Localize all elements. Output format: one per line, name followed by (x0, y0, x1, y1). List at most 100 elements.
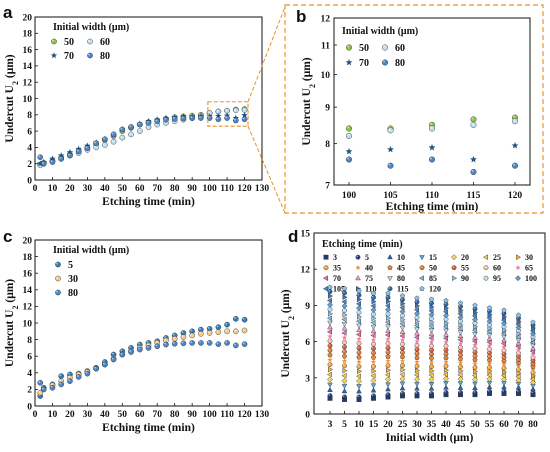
legend-marker-60-highlight (383, 45, 385, 48)
data-point-highlight (328, 307, 331, 310)
data-point-highlight (502, 348, 505, 351)
data-point (110, 351, 117, 358)
data-point-highlight (59, 382, 62, 385)
data-point-highlight (120, 349, 123, 352)
data-point (486, 339, 492, 345)
data-point-highlight (444, 364, 447, 367)
data-point-highlight (216, 109, 219, 112)
data-point-body (171, 340, 178, 347)
y-tick-label: 9 (305, 302, 310, 312)
data-point-body (414, 347, 420, 352)
data-point (515, 384, 522, 390)
series-5 (327, 389, 536, 400)
data-point (414, 391, 420, 396)
data-point-body (385, 349, 391, 355)
data-point (443, 375, 449, 382)
x-tick-label: 120 (237, 184, 252, 194)
data-point-highlight (129, 346, 132, 348)
y-tick-label: 6 (27, 353, 32, 363)
legend-marker-5-highlight (56, 262, 58, 265)
data-point-body (128, 124, 134, 130)
data-point (341, 330, 347, 336)
data-point (428, 308, 434, 314)
data-point-highlight (473, 350, 476, 353)
data-point-highlight (190, 329, 193, 332)
data-point (512, 118, 519, 125)
data-point (487, 365, 492, 370)
data-point (486, 328, 492, 335)
data-point (486, 342, 493, 349)
data-point (399, 385, 406, 391)
data-point-highlight (473, 391, 476, 393)
data-point-body (342, 344, 347, 350)
data-point-body (342, 394, 347, 400)
data-point-body (429, 300, 434, 306)
data-point-body (189, 340, 195, 346)
data-point (327, 356, 333, 363)
data-point (224, 115, 230, 121)
zoom-connector-lines (247, 6, 286, 214)
data-point (371, 346, 376, 351)
data-point-body (400, 297, 405, 303)
series-20 (327, 375, 536, 386)
data-point (37, 379, 44, 386)
zoom-connector-top (247, 6, 286, 102)
data-point-body (67, 152, 73, 159)
x-tick-label: 45 (456, 420, 466, 430)
data-point-highlight (233, 118, 236, 121)
data-point-highlight (103, 143, 105, 145)
data-point-body (206, 340, 213, 346)
data-point-body (37, 379, 44, 386)
data-point (413, 334, 419, 341)
data-point-highlight (487, 347, 490, 350)
y-tick-label: 0 (305, 411, 310, 421)
y-axis-label-text: Undercut U (301, 87, 313, 145)
data-point (215, 112, 222, 119)
data-point-highlight (225, 341, 228, 343)
data-point (215, 341, 222, 347)
data-point (356, 310, 362, 315)
data-point (327, 343, 333, 349)
y-tick-label: 18 (23, 30, 33, 40)
data-point (326, 315, 332, 322)
data-point (415, 367, 421, 374)
data-point (443, 328, 449, 334)
data-point (399, 293, 406, 298)
data-point-body (472, 365, 478, 371)
data-point (386, 367, 392, 373)
x-tick-label: 60 (135, 410, 145, 420)
y-axis-label-subscript: 2 (308, 84, 317, 88)
data-point-body (241, 327, 248, 334)
data-point-body (414, 299, 420, 305)
legend-marker-50 (346, 44, 353, 51)
legend-marker-35 (323, 265, 329, 271)
data-point-highlight (371, 312, 374, 315)
data-point (342, 312, 348, 318)
data-point (40, 160, 47, 167)
data-point (370, 383, 377, 389)
series-40 (327, 356, 536, 372)
data-point (356, 305, 362, 312)
x-tick-label: 115 (467, 191, 481, 201)
data-point-body (40, 160, 47, 167)
series-110 (328, 293, 537, 331)
data-point (414, 359, 420, 365)
data-point (385, 354, 391, 359)
data-point-highlight (199, 331, 201, 334)
data-point (198, 115, 204, 121)
data-point (341, 383, 348, 389)
x-tick-label: 10 (48, 184, 58, 194)
data-point (512, 162, 519, 169)
data-point (428, 296, 435, 302)
data-point-highlight (137, 342, 140, 345)
data-point (171, 340, 178, 347)
legend-marker-30 (55, 275, 61, 282)
series-5 (37, 316, 248, 399)
data-point-highlight (146, 343, 149, 346)
legend-title: Initial width (μm) (53, 22, 129, 33)
data-point-body (385, 295, 391, 300)
data-point (414, 338, 420, 344)
data-point-highlight (429, 344, 432, 347)
data-point (370, 359, 377, 365)
